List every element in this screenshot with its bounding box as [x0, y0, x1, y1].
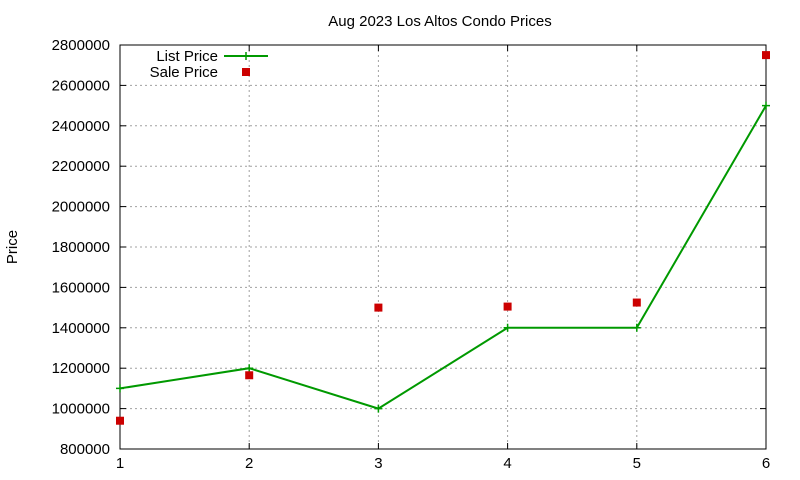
chart-title: Aug 2023 Los Altos Condo Prices — [328, 13, 551, 30]
y-tick-label: 1800000 — [52, 239, 110, 256]
list-price-point — [116, 384, 124, 393]
y-tick-label: 1200000 — [52, 360, 110, 377]
sale-price-point — [632, 298, 641, 307]
y-tick-label: 2000000 — [52, 199, 110, 216]
y-tick-label: 800000 — [60, 441, 110, 458]
legend-swatch-marker — [242, 68, 250, 76]
sale-price-point — [374, 303, 383, 312]
y-tick-label: 1600000 — [52, 279, 110, 296]
sale-price-point — [503, 302, 512, 311]
list-price-point — [245, 364, 254, 373]
grid — [120, 45, 766, 449]
x-axis-ticks: 1 2 3 4 5 6 — [116, 45, 770, 472]
sale-price-point — [245, 371, 254, 380]
y-tick-label: 2600000 — [52, 77, 110, 94]
x-tick-label: 1 — [116, 455, 124, 472]
x-tick-label: 5 — [633, 455, 641, 472]
x-tick-label: 3 — [374, 455, 382, 472]
sale-price-point — [116, 416, 124, 425]
y-tick-label: 1400000 — [52, 320, 110, 337]
list-price-point — [503, 323, 512, 332]
legend-label: Sale Price — [150, 64, 218, 81]
y-tick-label: 1000000 — [52, 401, 110, 418]
series — [116, 51, 770, 425]
y-tick-label: 2800000 — [52, 37, 110, 54]
x-tick-label: 6 — [762, 455, 770, 472]
x-tick-label: 4 — [503, 455, 511, 472]
y-axis-ticks: 800000 1000000 1200000 1400000 1600000 180000… — [52, 37, 766, 458]
y-tick-label: 2200000 — [52, 158, 110, 175]
sale-price-point — [762, 51, 770, 60]
legend-swatch-marker — [242, 52, 250, 60]
y-tick-label: 2400000 — [52, 118, 110, 135]
y-axis-label: Price — [4, 230, 21, 264]
series-line-0 — [119, 105, 767, 410]
list-price-point — [762, 101, 770, 110]
legend-label: List Price — [156, 48, 218, 65]
list-price-point — [632, 323, 641, 332]
x-tick-label: 2 — [245, 455, 253, 472]
list-price-point — [374, 404, 383, 413]
